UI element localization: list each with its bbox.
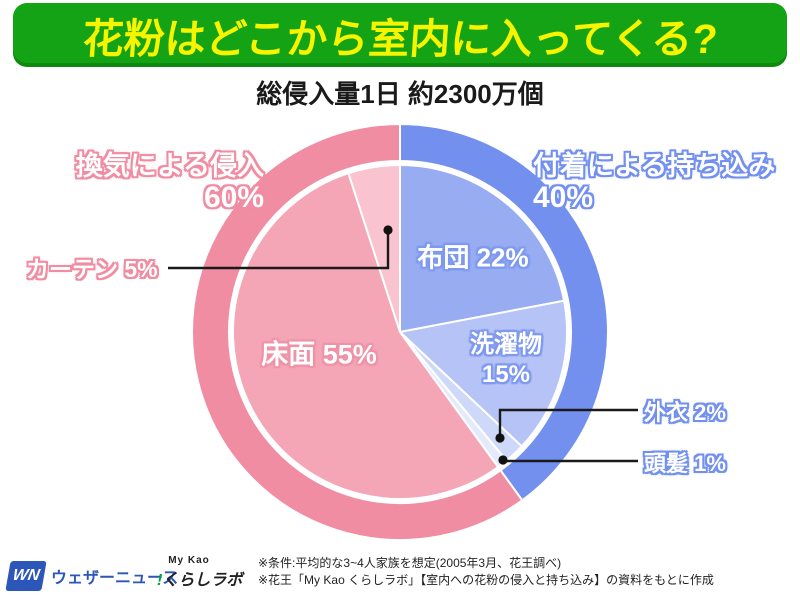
label-futon: 布団 22% [417,242,529,273]
footnote-2: ※花王「My Kao くらしラボ」【室内への花粉の侵入と持ち込み】の資料をもとに… [258,573,714,587]
ventilation-group-title: 換気による侵入 [75,151,264,181]
label-laundry-name: 洗濯物 [470,331,542,358]
kao-exclamation-icon: ! [157,572,163,589]
label-ventilation-group: 換気による侵入 60% [76,150,264,214]
weathernews-logo: WN ウェザーニュース [5,561,179,591]
mykao-logo-bottom-text: !くらしラボ [157,566,242,590]
kurashi-labo-text: くらしラボ [162,572,243,589]
label-laundry: 洗濯物 15% [470,330,542,390]
curtain-callout-line [168,230,390,270]
label-laundry-percent: 15% [481,361,531,388]
pie-slice-布団 [399,164,566,333]
label-hair: 頭髪 1% [644,451,726,476]
footnote-1: ※条件:平均的な3~4人家族を想定(2005年3月、花王調べ) [258,556,562,570]
label-curtain: カーテン 5% [26,256,158,282]
label-floor: 床面 55% [261,339,377,370]
hair-callout-dot [498,455,508,465]
ventilation-group-percent: 60% [203,181,264,214]
chart-subtitle: 総侵入量1日 約2300万個 [256,79,544,109]
label-outerwear: 外衣 2% [644,400,726,425]
pie-ring-換気による侵入 [191,123,524,541]
label-adhesion-group: 付着による持ち込み 40% [533,150,775,214]
curtain-callout-dot [383,225,393,235]
pie-slice-カーテン [347,164,401,333]
outerwear-callout-line [498,408,638,438]
weathernews-logo-text: ウェザーニュース [51,570,179,587]
adhesion-group-title: 付着による持ち込み [533,151,776,181]
title-banner: 花粉はどこから室内に入ってくる? [13,3,787,67]
outerwear-callout-dot [495,433,505,443]
wn-mark-icon: WN [5,561,47,591]
footnotes: ※条件:平均的な3~4人家族を想定(2005年3月、花王調べ) ※花王「My K… [258,555,714,589]
mykao-logo-top-text: My Kao [168,555,210,566]
adhesion-group-percent: 40% [533,181,594,214]
pie-slice-床面 [232,172,500,500]
mykao-kurashi-labo-logo: My Kao !くらしラボ [157,555,242,590]
